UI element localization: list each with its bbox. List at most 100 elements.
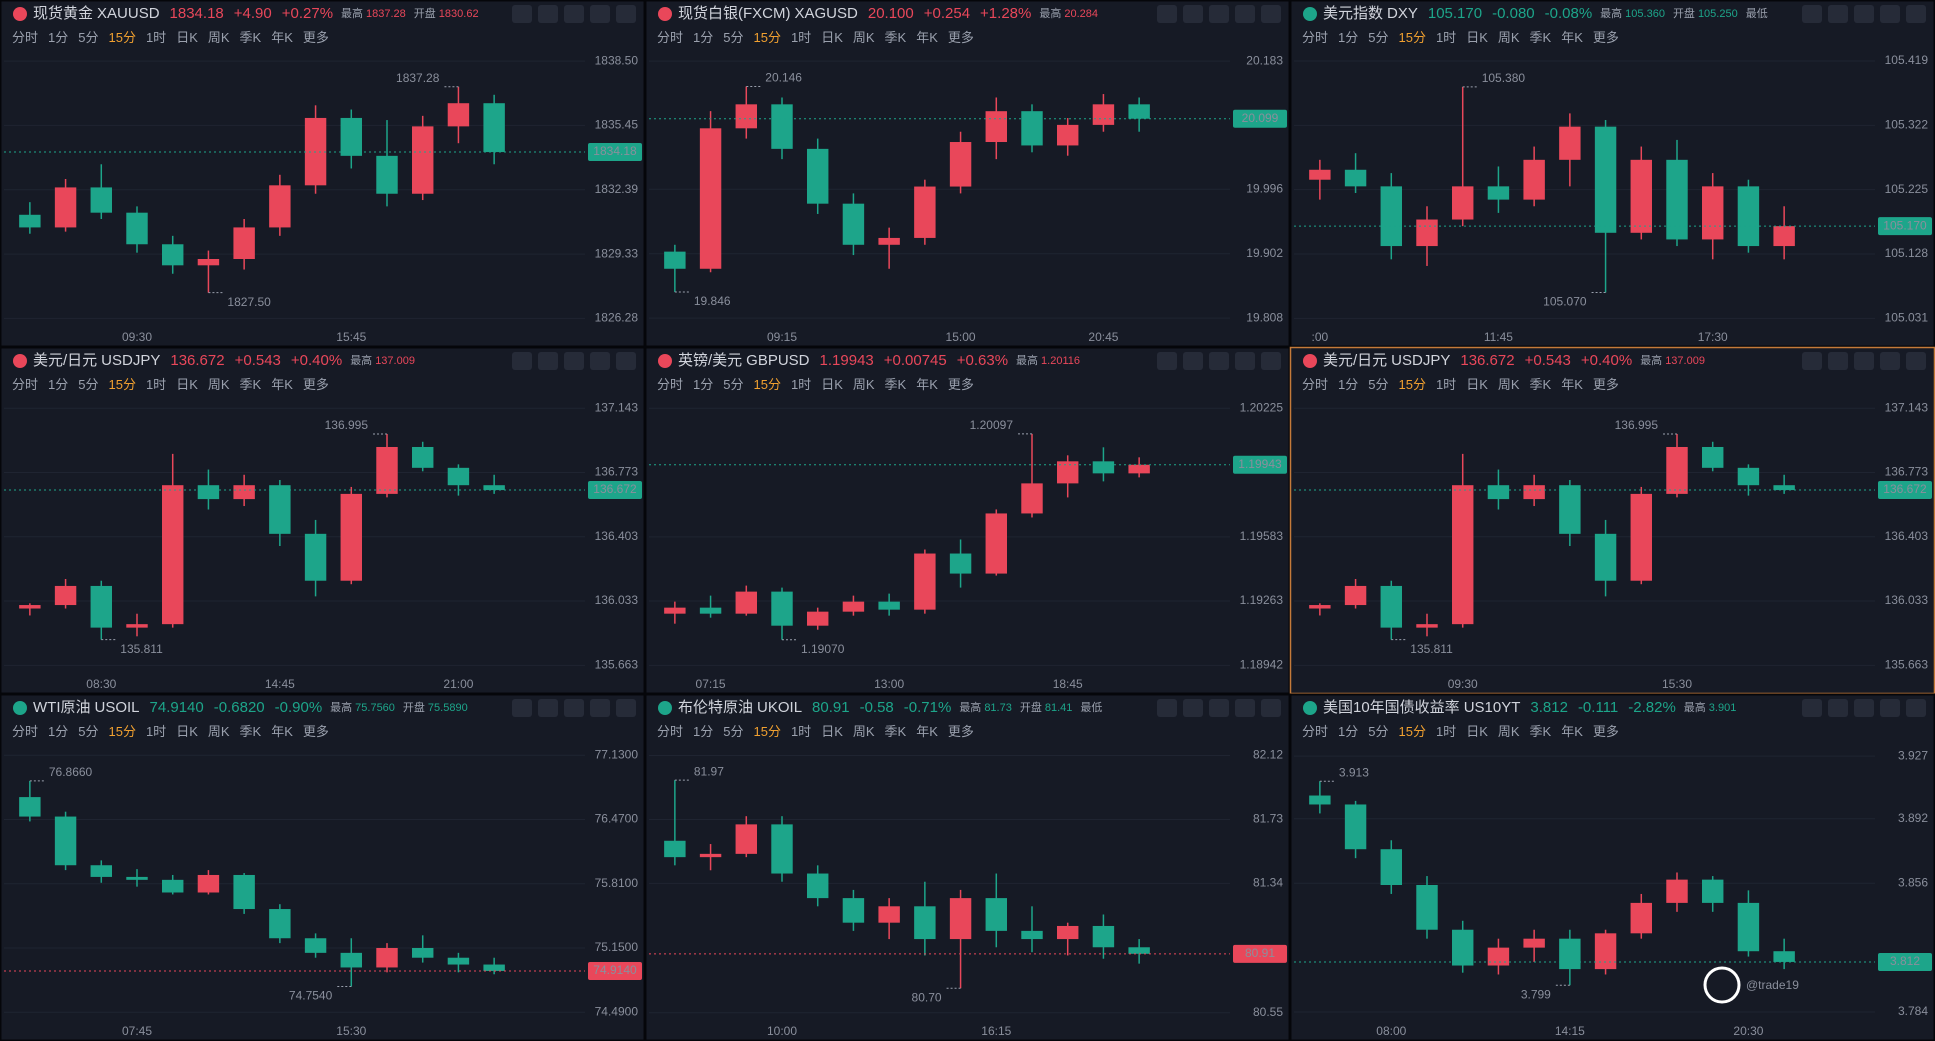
panel-button[interactable]: [1209, 352, 1229, 370]
timeframe-button[interactable]: 分时: [657, 377, 683, 392]
timeframe-button[interactable]: 5分: [78, 724, 98, 739]
timeframe-button[interactable]: 5分: [1368, 30, 1388, 45]
timeframe-button[interactable]: 日K: [176, 377, 198, 392]
timeframe-button[interactable]: 15分: [753, 30, 780, 45]
timeframe-button[interactable]: 年K: [916, 377, 938, 392]
timeframe-button[interactable]: 年K: [1561, 30, 1583, 45]
timeframe-button[interactable]: 1分: [1338, 30, 1358, 45]
timeframe-button[interactable]: 季K: [240, 724, 262, 739]
timeframe-button[interactable]: 1时: [1436, 724, 1456, 739]
timeframe-button[interactable]: 年K: [271, 724, 293, 739]
timeframe-button[interactable]: 1时: [146, 377, 166, 392]
panel-button[interactable]: [1183, 5, 1203, 23]
timeframe-button[interactable]: 5分: [723, 377, 743, 392]
timeframe-button[interactable]: 分时: [1302, 30, 1328, 45]
timeframe-button[interactable]: 日K: [1466, 724, 1488, 739]
timeframe-button[interactable]: 1时: [791, 30, 811, 45]
timeframe-button[interactable]: 1分: [1338, 724, 1358, 739]
timeframe-button[interactable]: 1分: [693, 724, 713, 739]
panel-button[interactable]: [1906, 699, 1926, 717]
timeframe-button[interactable]: 季K: [885, 30, 907, 45]
timeframe-button[interactable]: 周K: [853, 30, 875, 45]
timeframe-button[interactable]: 周K: [1498, 377, 1520, 392]
timeframe-button[interactable]: 1时: [146, 724, 166, 739]
timeframe-button[interactable]: 季K: [240, 377, 262, 392]
panel-button[interactable]: [616, 352, 636, 370]
timeframe-button[interactable]: 1分: [48, 724, 68, 739]
timeframe-button[interactable]: 更多: [948, 724, 974, 739]
panel-button[interactable]: [564, 352, 584, 370]
timeframe-button[interactable]: 15分: [1398, 30, 1425, 45]
timeframe-button[interactable]: 1时: [791, 724, 811, 739]
timeframe-button[interactable]: 5分: [723, 30, 743, 45]
timeframe-button[interactable]: 日K: [1466, 30, 1488, 45]
panel-button[interactable]: [616, 699, 636, 717]
timeframe-button[interactable]: 年K: [271, 377, 293, 392]
panel-button[interactable]: [1828, 352, 1848, 370]
panel-button[interactable]: [564, 5, 584, 23]
timeframe-button[interactable]: 周K: [1498, 724, 1520, 739]
timeframe-button[interactable]: 更多: [303, 724, 329, 739]
timeframe-button[interactable]: 年K: [271, 30, 293, 45]
panel-button[interactable]: [512, 352, 532, 370]
panel-button[interactable]: [1235, 352, 1255, 370]
timeframe-button[interactable]: 分时: [657, 724, 683, 739]
timeframe-button[interactable]: 日K: [176, 30, 198, 45]
panel-button[interactable]: [590, 352, 610, 370]
timeframe-button[interactable]: 更多: [1593, 30, 1619, 45]
timeframe-button[interactable]: 5分: [1368, 724, 1388, 739]
timeframe-button[interactable]: 5分: [1368, 377, 1388, 392]
panel-button[interactable]: [1209, 5, 1229, 23]
timeframe-button[interactable]: 季K: [1530, 377, 1552, 392]
panel-button[interactable]: [538, 699, 558, 717]
timeframe-button[interactable]: 季K: [1530, 30, 1552, 45]
panel-button[interactable]: [512, 5, 532, 23]
timeframe-button[interactable]: 日K: [821, 724, 843, 739]
panel-button[interactable]: [1802, 352, 1822, 370]
panel-button[interactable]: [1828, 5, 1848, 23]
timeframe-button[interactable]: 周K: [853, 724, 875, 739]
timeframe-button[interactable]: 更多: [948, 30, 974, 45]
panel-button[interactable]: [1880, 352, 1900, 370]
timeframe-button[interactable]: 15分: [108, 377, 135, 392]
timeframe-button[interactable]: 5分: [78, 377, 98, 392]
panel-button[interactable]: [1854, 699, 1874, 717]
panel-button[interactable]: [1183, 699, 1203, 717]
panel-button[interactable]: [1880, 5, 1900, 23]
timeframe-button[interactable]: 分时: [1302, 377, 1328, 392]
timeframe-button[interactable]: 1分: [48, 377, 68, 392]
panel-button[interactable]: [1802, 5, 1822, 23]
timeframe-button[interactable]: 年K: [1561, 377, 1583, 392]
timeframe-button[interactable]: 15分: [1398, 724, 1425, 739]
timeframe-button[interactable]: 周K: [853, 377, 875, 392]
panel-button[interactable]: [1854, 352, 1874, 370]
timeframe-button[interactable]: 分时: [12, 724, 38, 739]
timeframe-button[interactable]: 周K: [208, 30, 230, 45]
panel-button[interactable]: [1906, 5, 1926, 23]
timeframe-button[interactable]: 季K: [1530, 724, 1552, 739]
panel-button[interactable]: [1802, 699, 1822, 717]
panel-button[interactable]: [564, 699, 584, 717]
timeframe-button[interactable]: 5分: [723, 724, 743, 739]
timeframe-button[interactable]: 季K: [885, 377, 907, 392]
panel-button[interactable]: [1854, 5, 1874, 23]
panel-button[interactable]: [1235, 5, 1255, 23]
timeframe-button[interactable]: 日K: [821, 30, 843, 45]
timeframe-button[interactable]: 周K: [1498, 30, 1520, 45]
timeframe-button[interactable]: 分时: [12, 30, 38, 45]
timeframe-button[interactable]: 15分: [108, 30, 135, 45]
timeframe-button[interactable]: 1分: [693, 377, 713, 392]
timeframe-button[interactable]: 1分: [1338, 377, 1358, 392]
timeframe-button[interactable]: 日K: [821, 377, 843, 392]
timeframe-button[interactable]: 日K: [1466, 377, 1488, 392]
timeframe-button[interactable]: 1时: [146, 30, 166, 45]
panel-button[interactable]: [1183, 352, 1203, 370]
panel-button[interactable]: [1157, 352, 1177, 370]
panel-button[interactable]: [1235, 699, 1255, 717]
timeframe-button[interactable]: 1时: [1436, 30, 1456, 45]
panel-button[interactable]: [1157, 699, 1177, 717]
timeframe-button[interactable]: 15分: [753, 377, 780, 392]
timeframe-button[interactable]: 更多: [948, 377, 974, 392]
panel-button[interactable]: [512, 699, 532, 717]
timeframe-button[interactable]: 分时: [657, 30, 683, 45]
